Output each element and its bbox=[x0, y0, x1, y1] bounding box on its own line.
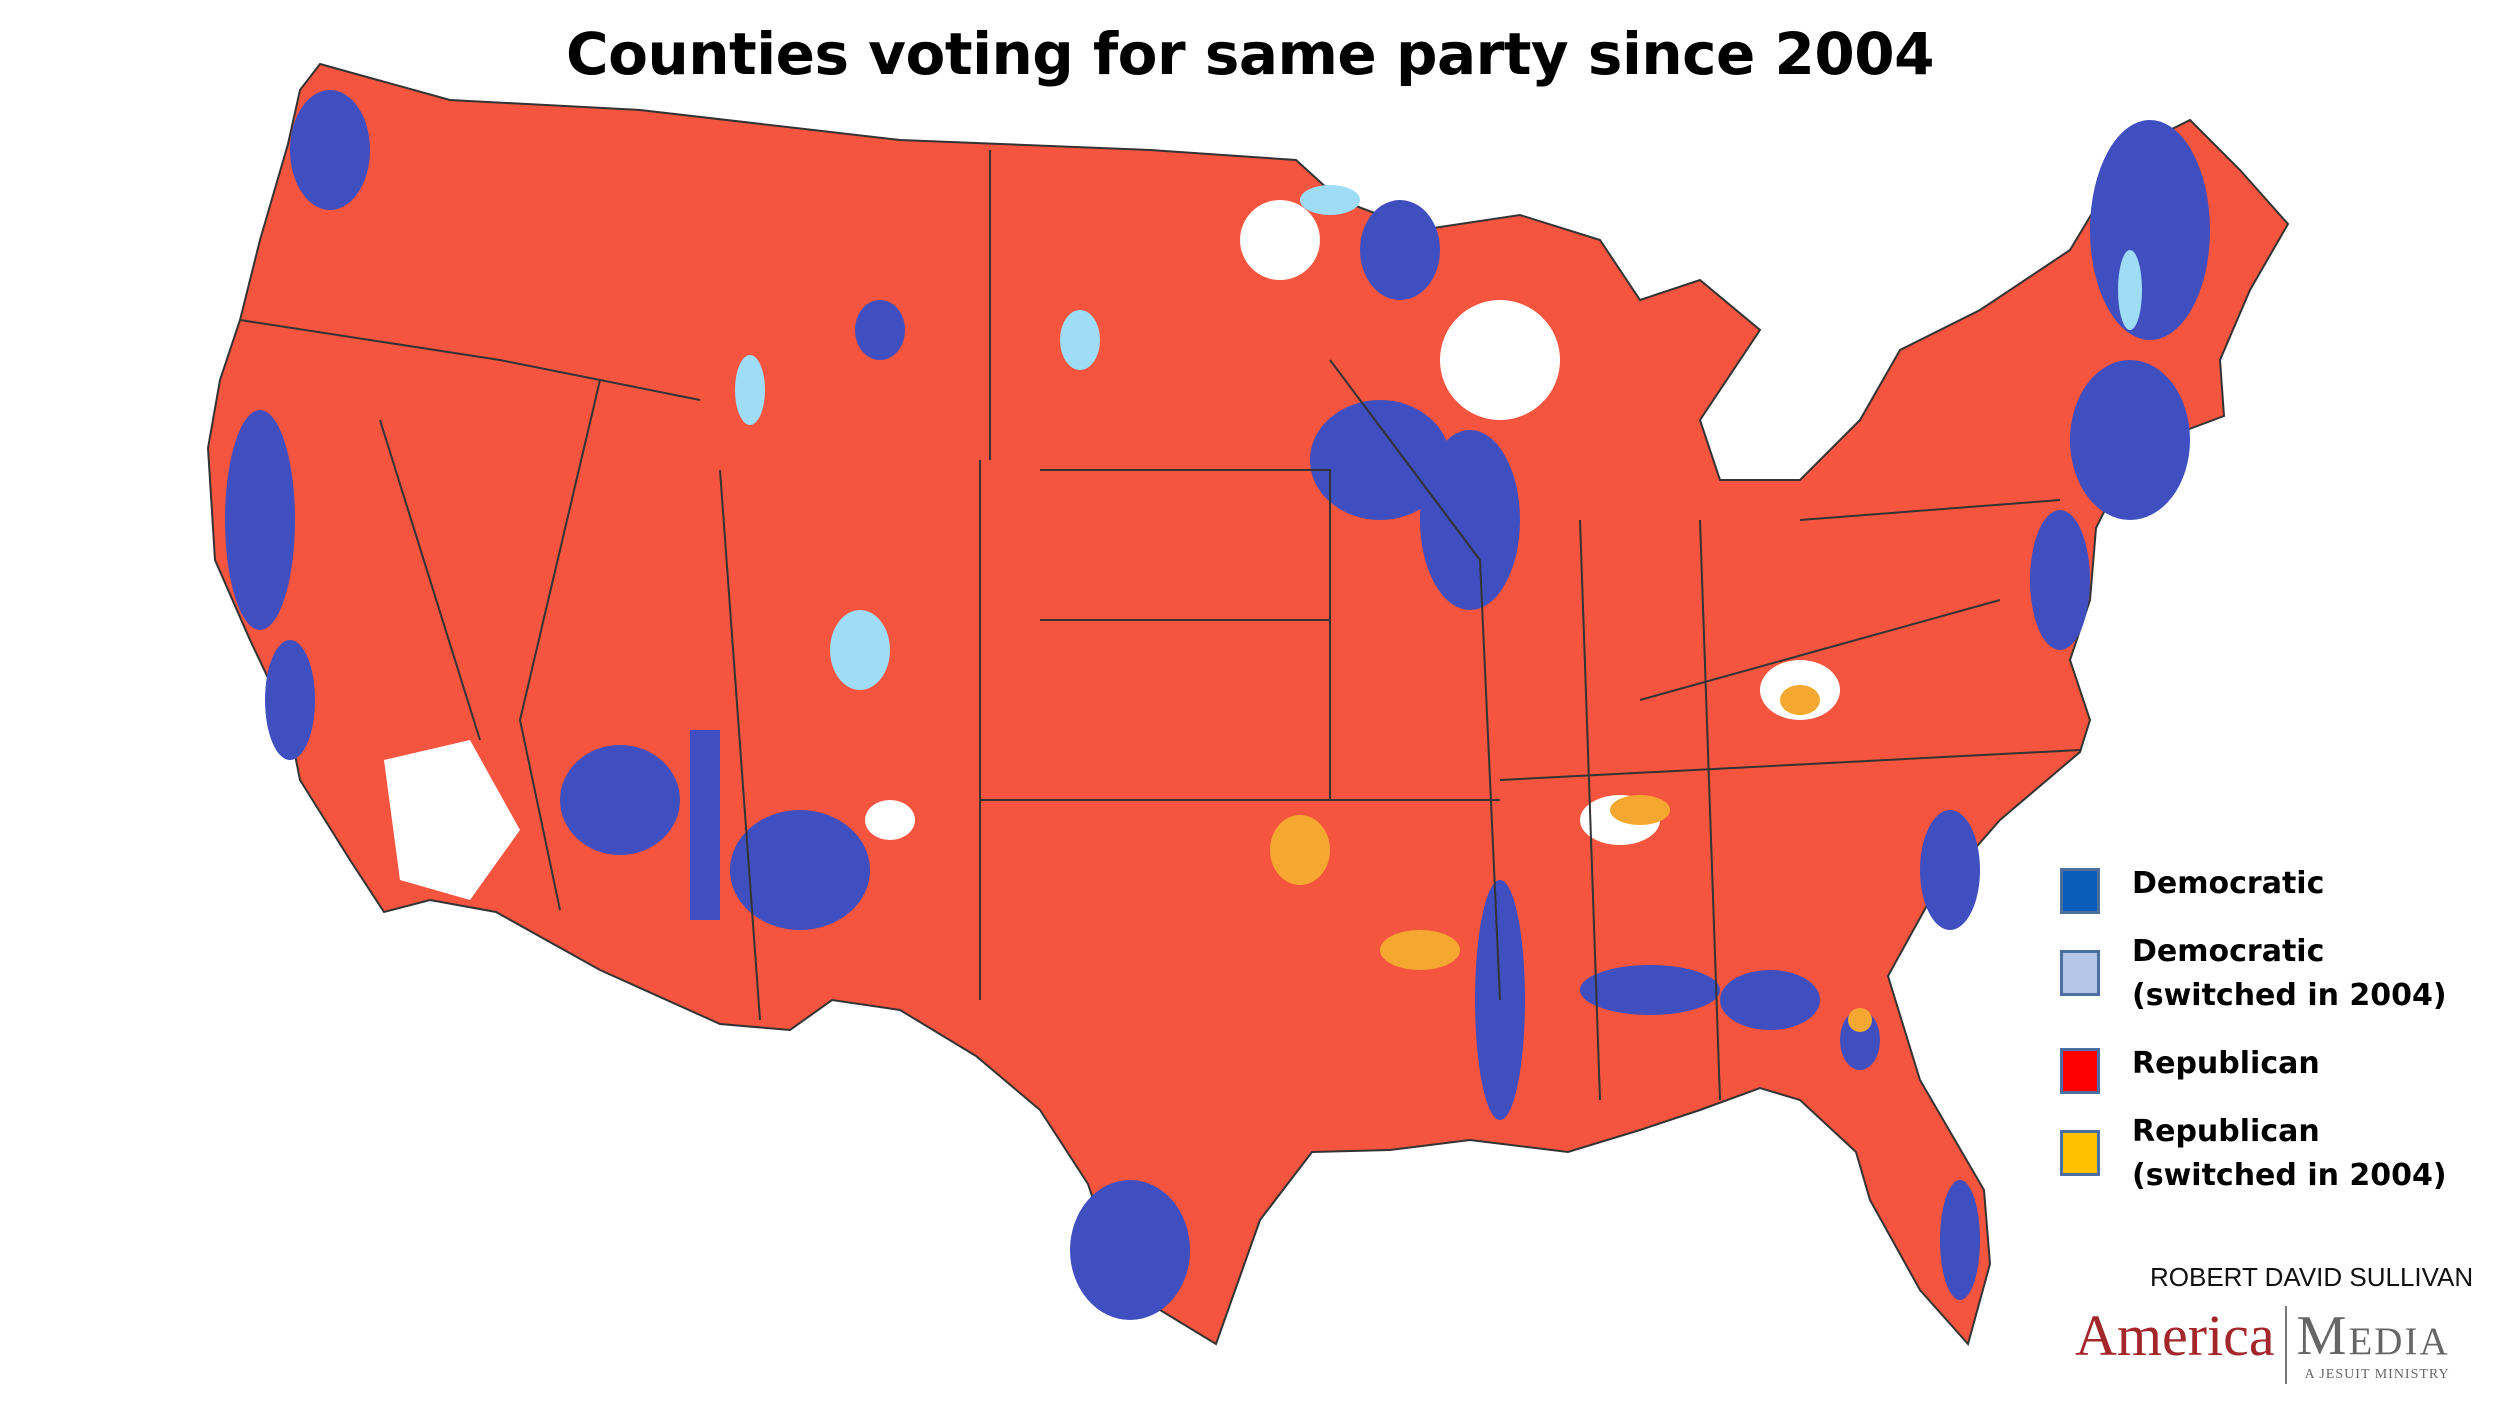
legend-item-republican: Republican bbox=[2060, 1042, 2492, 1094]
democratic-switched-counties bbox=[735, 185, 2142, 690]
legend-item-democratic: Democratic bbox=[2060, 862, 2492, 914]
legend-swatch-republican-switched bbox=[2060, 1130, 2100, 1176]
logo-media: Media A JESUIT MINISTRY bbox=[2297, 1306, 2450, 1384]
america-media-logo: America Media A JESUIT MINISTRY bbox=[2075, 1306, 2450, 1384]
legend-swatch-democratic-switched bbox=[2060, 950, 2100, 996]
legend-label: Democratic bbox=[2132, 866, 2325, 901]
state-borders bbox=[239, 150, 2081, 1101]
map-title: Counties voting for same party since 200… bbox=[566, 20, 1934, 88]
legend-label: Republican (switched in 2004) bbox=[2132, 1114, 2447, 1193]
republican-switched-counties bbox=[1270, 685, 1872, 1032]
logo-media-text: Media bbox=[2296, 1305, 2450, 1367]
logo-america: America bbox=[2075, 1303, 2275, 1368]
legend-label: Democratic (switched in 2004) bbox=[2132, 934, 2447, 1013]
legend-item-republican-switched: Republican (switched in 2004) bbox=[2060, 1110, 2492, 1198]
legend-item-democratic-switched: Democratic (switched in 2004) bbox=[2060, 930, 2492, 1018]
legend-swatch-republican bbox=[2060, 1048, 2100, 1094]
legend-swatch-democratic bbox=[2060, 868, 2100, 914]
logo-tagline: A JESUIT MINISTRY bbox=[2304, 1367, 2450, 1382]
legend-label: Republican bbox=[2132, 1046, 2320, 1081]
author-credit: ROBERT DAVID SULLIVAN bbox=[2150, 1262, 2474, 1292]
logo-divider bbox=[2284, 1306, 2287, 1384]
